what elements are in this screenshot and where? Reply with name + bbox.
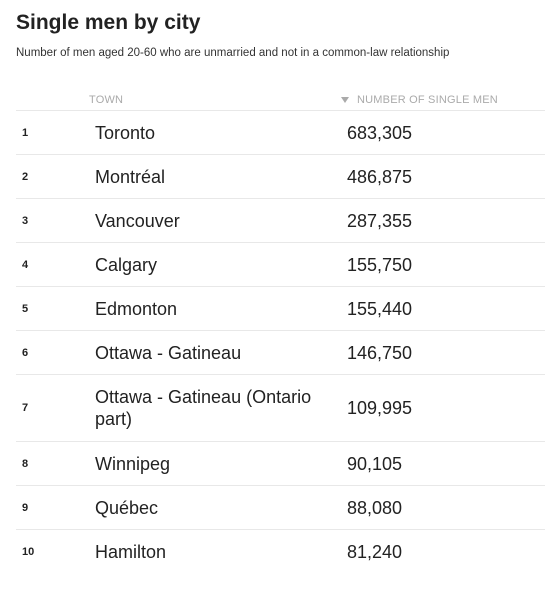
row-rank: 8 [22, 457, 29, 470]
town-column-header[interactable]: TOWN [89, 94, 124, 106]
row-rank: 7 [22, 402, 29, 414]
row-number: 287,355 [347, 210, 413, 231]
table-row: 5 Edmonton 155,440 [16, 287, 545, 331]
table-row: 9 Québec 88,080 [16, 486, 545, 530]
row-town: Vancouver [95, 210, 180, 231]
row-number: 683,305 [347, 122, 413, 143]
table-row: 8 Winnipeg 90,105 [16, 442, 545, 486]
row-town: Calgary [95, 254, 158, 275]
table-row: 6 Ottawa - Gatineau 146,750 [16, 331, 545, 375]
row-number: 109,995 [347, 398, 413, 418]
row-number: 155,750 [347, 254, 413, 275]
table-row: 3 Vancouver 287,355 [16, 199, 545, 243]
row-rank: 4 [22, 258, 29, 271]
table-row: 2 Montréal 486,875 [16, 155, 545, 199]
row-number: 486,875 [347, 166, 413, 187]
row-number: 146,750 [347, 342, 413, 363]
table-row: 7 Ottawa - Gatineau (Ontario part) 109,9… [16, 375, 545, 442]
row-town: Montréal [95, 166, 166, 187]
table-row: 1 Toronto 683,305 [16, 111, 545, 155]
page-subtitle: Number of men aged 20-60 who are unmarri… [16, 47, 450, 59]
row-rank: 1 [22, 126, 29, 139]
row-rank: 6 [22, 346, 29, 359]
row-rank: 10 [22, 545, 35, 558]
row-number: 88,080 [347, 497, 403, 518]
table-header: TOWN NUMBER OF SINGLE MEN [16, 90, 545, 111]
row-town: Toronto [95, 122, 156, 143]
sort-descending-icon [341, 97, 349, 103]
row-number: 90,105 [347, 453, 403, 474]
number-column-header-label: NUMBER OF SINGLE MEN [357, 94, 498, 106]
row-town: Ottawa - Gatineau (Ontario part) [95, 387, 312, 429]
data-table: TOWN NUMBER OF SINGLE MEN 1 Toronto 683,… [16, 90, 545, 573]
row-town: Winnipeg [95, 453, 171, 474]
row-rank: 5 [22, 302, 29, 315]
number-column-header[interactable]: NUMBER OF SINGLE MEN [341, 94, 545, 106]
row-town: Edmonton [95, 298, 178, 319]
row-rank: 9 [22, 501, 29, 514]
row-town: Ottawa - Gatineau [95, 342, 242, 363]
row-town: Québec [95, 497, 159, 518]
row-rank: 3 [22, 214, 29, 227]
page-title: Single men by city [16, 11, 201, 34]
table-row: 4 Calgary 155,750 [16, 243, 545, 287]
table-row: 10 Hamilton 81,240 [16, 530, 545, 573]
row-town: Hamilton [95, 541, 167, 562]
row-number: 81,240 [347, 541, 403, 562]
row-number: 155,440 [347, 298, 413, 319]
row-rank: 2 [22, 170, 29, 183]
